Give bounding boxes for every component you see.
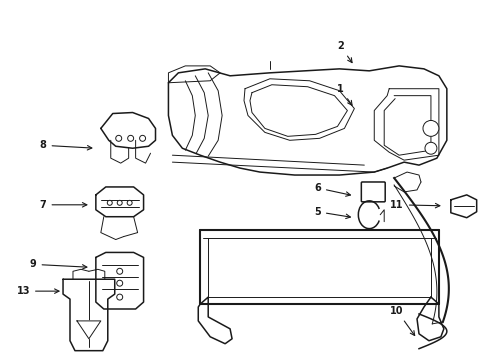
Polygon shape: [168, 66, 220, 83]
Polygon shape: [96, 187, 143, 217]
Text: 9: 9: [30, 259, 87, 269]
Text: 13: 13: [17, 286, 59, 296]
Circle shape: [117, 294, 122, 300]
Text: 1: 1: [336, 84, 351, 105]
Polygon shape: [63, 279, 115, 351]
Polygon shape: [96, 252, 143, 309]
Polygon shape: [101, 113, 155, 148]
Text: 3: 3: [0, 359, 1, 360]
Polygon shape: [244, 79, 354, 140]
Polygon shape: [168, 66, 446, 175]
Polygon shape: [198, 297, 232, 344]
Text: 4: 4: [0, 359, 1, 360]
Text: 8: 8: [40, 140, 92, 150]
Text: 10: 10: [389, 306, 414, 336]
Circle shape: [127, 201, 132, 205]
Text: 2: 2: [336, 41, 351, 63]
FancyBboxPatch shape: [361, 182, 385, 202]
Text: 7: 7: [40, 200, 87, 210]
Circle shape: [117, 268, 122, 274]
Circle shape: [117, 201, 122, 205]
Text: 6: 6: [314, 183, 350, 196]
Text: 5: 5: [314, 207, 350, 219]
Polygon shape: [416, 297, 443, 341]
Circle shape: [116, 135, 122, 141]
Text: 11: 11: [389, 200, 439, 210]
Circle shape: [127, 135, 133, 141]
Polygon shape: [77, 321, 101, 339]
Circle shape: [139, 135, 145, 141]
Circle shape: [107, 201, 112, 205]
Polygon shape: [450, 195, 476, 218]
Text: 12: 12: [0, 359, 1, 360]
Circle shape: [424, 142, 436, 154]
Circle shape: [422, 121, 438, 136]
Circle shape: [117, 280, 122, 286]
Polygon shape: [373, 89, 438, 160]
